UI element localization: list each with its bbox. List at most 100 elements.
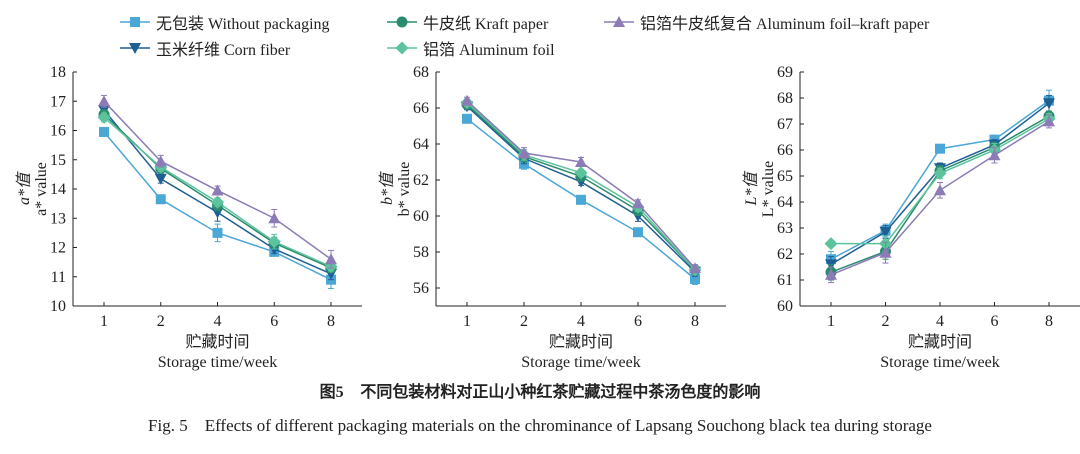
caption-en: Fig. 5 Effects of different packaging ma…: [148, 416, 932, 435]
x-label-en-L: Storage time/week: [880, 354, 1000, 371]
x-tick-label-a-0: 1: [100, 313, 108, 330]
y-tick-label-b-4: 64: [413, 136, 429, 153]
data-point-a-foil-2: [211, 195, 224, 209]
data-point-a-composite-0: [98, 95, 110, 107]
y-tick-label-a-2: 12: [50, 240, 66, 257]
data-point-L-composite-3: [988, 149, 1001, 161]
data-point-b-composite-0: [461, 94, 473, 106]
legend-symbol-corn: [129, 43, 141, 54]
legend-symbol-foil: [395, 41, 409, 55]
x-label-cn-a: 贮藏时间: [185, 333, 249, 351]
series-L-composite: [825, 114, 1055, 284]
y-tick-label-b-1: 58: [413, 244, 429, 261]
x-tick-label-L-4: 8: [1045, 313, 1053, 330]
data-point-a-corn-1: [154, 173, 167, 185]
series-b-composite: [461, 94, 701, 274]
data-point-a-foil-3: [267, 235, 281, 249]
x-tick-label-a-2: 4: [214, 313, 222, 330]
y-tick-label-L-0: 60: [777, 298, 793, 315]
caption-cn-text: 不同包装材料对正山小种红茶贮藏过程中茶汤色度的影响: [360, 382, 761, 401]
y-tick-label-a-0: 10: [50, 298, 66, 315]
y-tick-label-a-5: 15: [50, 152, 66, 169]
caption-cn: 图5 不同包装材料对正山小种红茶贮藏过程中茶汤色度的影响: [0, 378, 1080, 402]
data-point-b-foil-2: [574, 166, 588, 180]
data-point-b-without-4: [690, 274, 700, 284]
y-tick-label-L-2: 62: [777, 246, 793, 263]
x-tick-label-b-3: 6: [634, 313, 642, 330]
x-tick-label-a-4: 8: [327, 313, 335, 330]
legend: 无包装 Without packaging 牛皮纸 Kraft paper 铝箔…: [0, 10, 1080, 62]
series-b-without: [462, 113, 700, 285]
legend-item-foil: 铝箔 Aluminum foil: [387, 36, 555, 60]
data-point-a-composite-3: [268, 212, 281, 224]
data-point-L-composite-0: [825, 268, 837, 280]
y-tick-label-b-2: 60: [413, 208, 429, 225]
x-tick-label-b-2: 4: [577, 313, 585, 330]
legend-marker-foil: [387, 41, 417, 55]
y-tick-label-L-1: 61: [777, 272, 793, 289]
legend-marker-corn: [120, 43, 150, 54]
legend-item-composite: 铝箔牛皮纸复合 Aluminum foil–kraft paper: [604, 10, 929, 34]
data-point-a-composite-4: [325, 253, 337, 265]
data-point-L-corn-4: [1043, 98, 1055, 110]
y-tick-label-L-4: 64: [777, 194, 793, 211]
data-point-a-without-2: [212, 227, 223, 238]
y-label-en-L: L* value: [760, 161, 777, 217]
x-tick-label-L-3: 6: [991, 313, 999, 330]
x-label-en-a: Storage time/week: [158, 354, 278, 371]
y-label-en-b: b* value: [396, 162, 413, 217]
y-tick-label-L-9: 69: [777, 64, 793, 81]
y-tick-label-a-3: 13: [50, 210, 66, 227]
y-tick-label-b-5: 66: [413, 100, 429, 117]
y-tick-label-a-1: 11: [51, 269, 66, 286]
y-label-cn-b: b*值: [378, 171, 396, 205]
data-point-a-without-1: [155, 194, 166, 205]
x-tick-label-a-3: 6: [270, 313, 278, 330]
y-tick-label-L-3: 63: [777, 220, 793, 237]
data-point-b-composite-1: [518, 147, 530, 158]
legend-item-kraft: 牛皮纸 Kraft paper: [387, 10, 548, 34]
x-label-en-b: Storage time/week: [521, 354, 641, 371]
data-point-a-corn-2: [211, 207, 224, 219]
caption-cn-prefix: 图: [319, 382, 336, 401]
y-tick-label-L-5: 65: [777, 168, 793, 185]
legend-marker-without: [120, 17, 150, 27]
y-tick-label-L-7: 67: [777, 116, 793, 133]
legend-symbol-without: [130, 17, 140, 27]
data-point-b-composite-3: [632, 197, 644, 209]
x-tick-label-L-1: 2: [882, 313, 890, 330]
x-label-cn-L: 贮藏时间: [908, 333, 972, 351]
y-tick-label-a-6: 16: [50, 123, 66, 140]
data-point-b-without-2: [576, 194, 586, 205]
legend-label-without: 无包装 Without packaging: [156, 16, 330, 33]
data-point-b-composite-4: [689, 262, 701, 274]
legend-marker-kraft: [387, 16, 417, 28]
legend-item-without: 无包装 Without packaging: [120, 10, 330, 34]
data-point-L-composite-1: [879, 246, 892, 258]
data-point-b-composite-2: [575, 156, 587, 167]
legend-label-foil: 铝箔 Aluminum foil: [423, 42, 555, 59]
data-point-a-foil-0: [97, 110, 111, 124]
data-point-L-composite-4: [1043, 115, 1055, 127]
x-tick-label-b-1: 2: [520, 313, 528, 330]
legend-symbol-composite: [613, 16, 625, 27]
data-point-a-composite-1: [154, 155, 167, 167]
y-tick-label-a-8: 18: [50, 64, 66, 81]
y-label-cn-a: a*值: [15, 171, 33, 205]
x-tick-label-b-0: 1: [463, 313, 471, 330]
y-tick-label-b-3: 62: [413, 172, 429, 189]
data-point-L-foil-0: [824, 237, 838, 251]
y-tick-label-L-8: 68: [777, 90, 793, 107]
legend-marker-composite: [604, 16, 634, 27]
x-tick-label-a-1: 2: [157, 313, 165, 330]
x-tick-label-L-0: 1: [827, 313, 835, 330]
legend-symbol-kraft: [396, 16, 408, 28]
y-tick-label-b-6: 68: [413, 64, 429, 81]
y-tick-label-a-4: 14: [50, 181, 66, 198]
series-line-L-foil: [831, 118, 1050, 245]
series-a-composite: [98, 94, 337, 269]
